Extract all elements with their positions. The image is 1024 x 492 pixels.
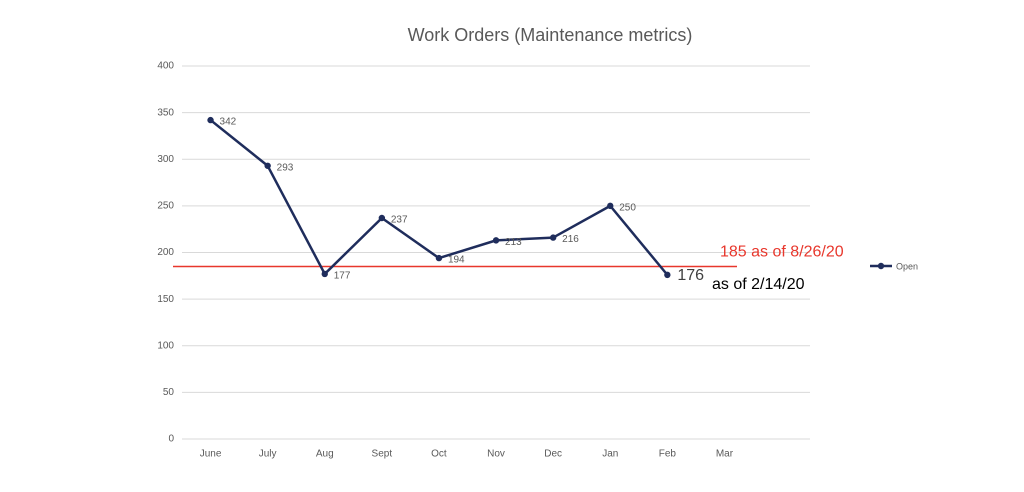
data-label: 342 [220, 117, 237, 128]
x-tick-label: June [200, 449, 222, 460]
y-tick-label: 0 [168, 434, 174, 445]
x-tick-label: Nov [487, 449, 505, 460]
data-label: 216 [562, 234, 579, 245]
y-tick-label: 250 [157, 201, 174, 212]
data-label: 237 [391, 215, 408, 226]
x-tick-label: Aug [316, 449, 334, 460]
y-tick-label: 50 [163, 387, 175, 398]
x-tick-label: Jan [602, 449, 618, 460]
data-label: 194 [448, 255, 465, 266]
data-label: 177 [334, 271, 351, 282]
data-point [321, 270, 328, 278]
y-tick-label: 100 [157, 340, 174, 351]
x-tick-label: Feb [659, 449, 677, 460]
annotation: as of 2/14/20 [712, 276, 805, 293]
data-label: 250 [619, 203, 636, 214]
y-tick-label: 200 [157, 247, 174, 258]
data-point [435, 254, 443, 262]
x-tick-label: Dec [544, 449, 562, 460]
x-tick-label: Oct [431, 449, 447, 460]
data-point [664, 271, 671, 279]
reference-label: 185 as of 8/26/20 [720, 244, 844, 261]
y-tick-label: 350 [157, 107, 174, 118]
x-tick-label: Mar [716, 449, 734, 460]
y-tick-label: 300 [157, 154, 174, 165]
y-tick-label: 400 [157, 61, 174, 72]
data-point [378, 214, 386, 222]
data-point [264, 162, 271, 169]
y-tick-label: 150 [157, 294, 174, 305]
legend-marker [877, 262, 885, 270]
series-line [209, 119, 669, 276]
data-point [607, 202, 614, 210]
data-label: 213 [505, 237, 522, 248]
x-tick-label: Sept [372, 449, 393, 460]
data-point [492, 237, 500, 244]
data-point [549, 234, 557, 241]
data-label: 293 [277, 162, 294, 173]
chart-title: Work Orders (Maintenance metrics) [408, 25, 693, 45]
legend-label: Open [896, 261, 918, 271]
data-point [207, 116, 214, 124]
x-tick-label: July [259, 449, 277, 460]
data-label: 176 [677, 267, 704, 284]
